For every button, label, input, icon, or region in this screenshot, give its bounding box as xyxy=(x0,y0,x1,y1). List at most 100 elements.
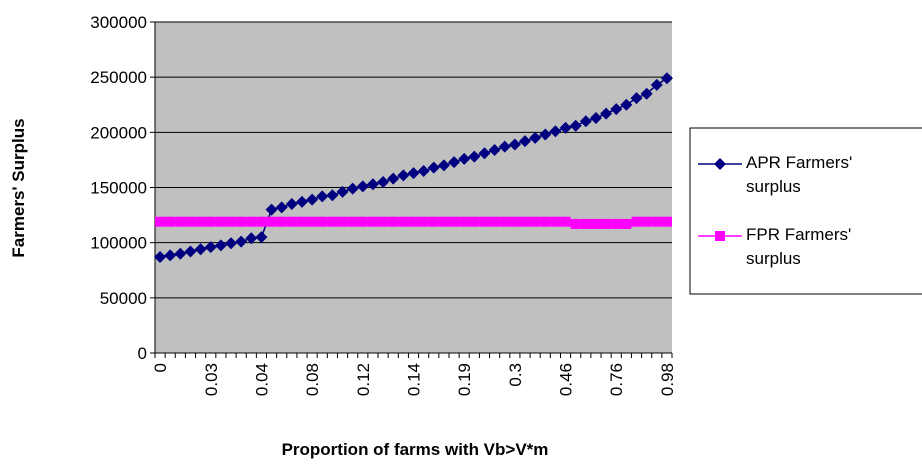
marker xyxy=(489,216,500,227)
legend-box xyxy=(689,127,922,295)
marker xyxy=(246,216,257,227)
x-tick-label: 0.03 xyxy=(202,363,221,396)
marker xyxy=(418,216,429,227)
marker xyxy=(295,195,308,208)
marker xyxy=(498,140,511,153)
marker xyxy=(620,98,633,111)
marker xyxy=(417,164,430,177)
marker xyxy=(175,216,186,227)
marker xyxy=(185,216,196,227)
marker xyxy=(569,119,582,132)
marker xyxy=(570,218,581,229)
marker xyxy=(377,175,390,188)
marker xyxy=(560,216,571,227)
legend-label: APR Farmers' surplus xyxy=(746,153,853,196)
marker xyxy=(236,216,247,227)
x-tick-label: 0.98 xyxy=(658,363,677,396)
y-axis-title: Farmers' Surplus xyxy=(9,118,28,257)
marker xyxy=(660,72,673,85)
marker xyxy=(225,237,238,250)
marker xyxy=(306,193,319,206)
marker xyxy=(367,216,378,227)
marker xyxy=(438,216,449,227)
marker xyxy=(316,190,329,203)
y-tick-label: 150000 xyxy=(90,179,147,198)
x-axis-title: Proportion of farms with Vb>V*m xyxy=(282,440,549,459)
marker xyxy=(530,216,541,227)
marker xyxy=(408,216,419,227)
marker xyxy=(630,92,643,105)
y-tick-label: 100000 xyxy=(90,234,147,253)
marker xyxy=(651,216,662,227)
marker xyxy=(347,216,358,227)
y-tick-label: 200000 xyxy=(90,123,147,142)
marker xyxy=(550,216,561,227)
marker xyxy=(641,216,652,227)
marker xyxy=(458,152,471,165)
y-tick-label: 0 xyxy=(138,344,147,363)
x-tick-label: 0.19 xyxy=(455,363,474,396)
marker xyxy=(214,239,227,252)
marker xyxy=(387,172,400,185)
marker xyxy=(488,143,501,156)
marker xyxy=(407,167,420,180)
x-tick-label: 0.3 xyxy=(506,363,525,387)
marker xyxy=(428,216,439,227)
marker xyxy=(539,128,552,141)
marker xyxy=(336,185,349,198)
marker xyxy=(327,216,338,227)
marker xyxy=(204,241,217,254)
marker xyxy=(559,121,572,134)
marker xyxy=(499,216,510,227)
marker xyxy=(184,245,197,258)
marker xyxy=(459,216,470,227)
marker xyxy=(245,232,258,245)
marker xyxy=(437,159,450,172)
marker xyxy=(469,216,480,227)
marker xyxy=(519,135,532,148)
marker xyxy=(621,218,632,229)
marker xyxy=(580,218,591,229)
y-tick-label: 300000 xyxy=(90,13,147,32)
x-tick-label: 0.46 xyxy=(557,363,576,396)
marker xyxy=(448,156,461,169)
marker xyxy=(275,201,288,214)
marker xyxy=(478,147,491,160)
marker xyxy=(195,216,206,227)
marker xyxy=(165,216,176,227)
marker xyxy=(640,87,653,100)
x-tick-label: 0.04 xyxy=(252,363,271,396)
marker xyxy=(611,218,622,229)
marker xyxy=(610,103,623,116)
marker xyxy=(194,243,207,256)
x-tick-label: 0.14 xyxy=(405,363,424,396)
marker xyxy=(398,216,409,227)
marker xyxy=(508,138,521,151)
legend-marker xyxy=(714,158,726,170)
marker xyxy=(468,150,481,163)
marker xyxy=(397,169,410,182)
marker xyxy=(226,216,237,227)
y-tick-label: 250000 xyxy=(90,68,147,87)
marker xyxy=(276,216,287,227)
legend-label: FPR Farmers' surplus xyxy=(746,225,852,268)
marker xyxy=(520,216,531,227)
x-tick-label: 0.12 xyxy=(354,363,373,396)
marker xyxy=(378,216,389,227)
marker xyxy=(540,216,551,227)
marker xyxy=(346,182,359,195)
marker xyxy=(661,216,672,227)
marker xyxy=(155,216,166,227)
marker xyxy=(357,216,368,227)
x-tick-label: 0.76 xyxy=(607,363,626,396)
marker xyxy=(326,189,339,202)
marker xyxy=(549,125,562,138)
marker xyxy=(529,131,542,144)
marker xyxy=(631,216,642,227)
marker xyxy=(479,216,490,227)
marker xyxy=(601,218,612,229)
marker xyxy=(164,249,177,262)
marker xyxy=(205,216,216,227)
